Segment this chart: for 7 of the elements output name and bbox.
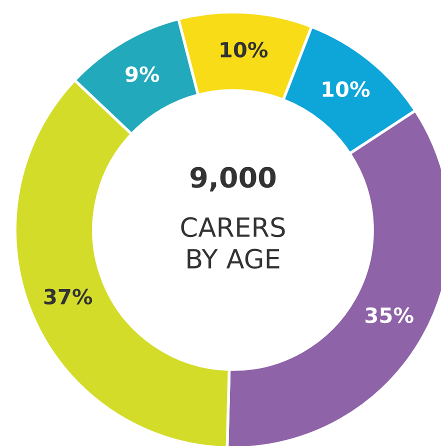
data-label: 37%	[44, 288, 92, 305]
data-label: 35%	[366, 307, 414, 324]
text: CARERS BY AGE	[181, 217, 285, 269]
data-label: 10%	[220, 42, 268, 58]
data-label: 9%	[126, 66, 160, 82]
text: 9,000	[190, 166, 276, 192]
data-label: 10%	[322, 81, 370, 98]
